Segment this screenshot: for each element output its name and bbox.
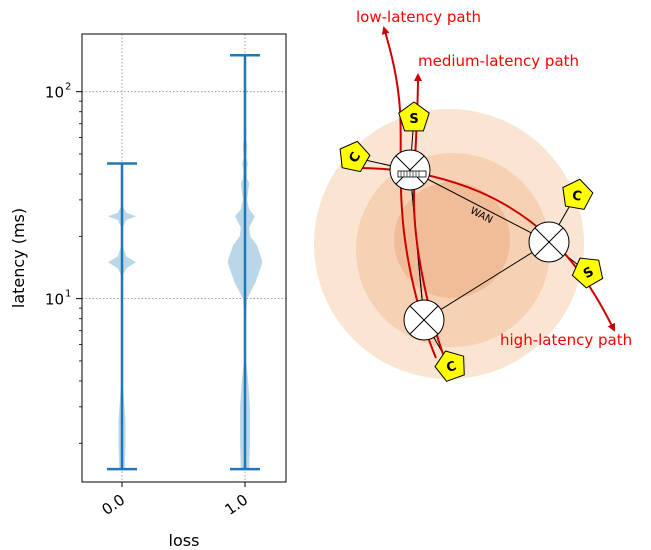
high-latency-path-label: high-latency path: [500, 331, 632, 349]
y-tick-label: 10: [45, 291, 64, 309]
x-tick-label: 0.0: [98, 491, 128, 519]
network-diagram: WAN: [314, 8, 632, 382]
y-tick-exponent: 1: [65, 289, 71, 300]
x-tick-label: 1.0: [221, 491, 251, 519]
router-node: [403, 299, 445, 341]
router-node: [528, 221, 570, 263]
router-node: [389, 149, 431, 191]
y-tick-label: 10: [45, 84, 64, 102]
y-tick-exponent: 2: [65, 82, 71, 93]
zone-inner-ring: [394, 182, 510, 298]
server-pentagon: S: [398, 101, 430, 132]
medium-latency-path-label: medium-latency path: [418, 52, 579, 70]
plot-frame: [81, 33, 287, 483]
pentagon-letter: S: [409, 112, 418, 127]
x-axis-label: loss: [169, 531, 200, 550]
client-pentagon: C: [434, 350, 465, 382]
queue-icon: [397, 170, 427, 178]
server-pentagon: S: [571, 257, 604, 289]
violins: [107, 53, 263, 471]
pentagon-letter: C: [571, 188, 583, 204]
y-axis-label: latency (ms): [9, 208, 28, 308]
client-pentagon: C: [339, 140, 371, 173]
violin-plot: 10 110 20.0 1.0 loss latency (ms): [9, 33, 287, 550]
low-latency-path-label: low-latency path: [356, 8, 481, 26]
client-pentagon: C: [562, 178, 594, 210]
